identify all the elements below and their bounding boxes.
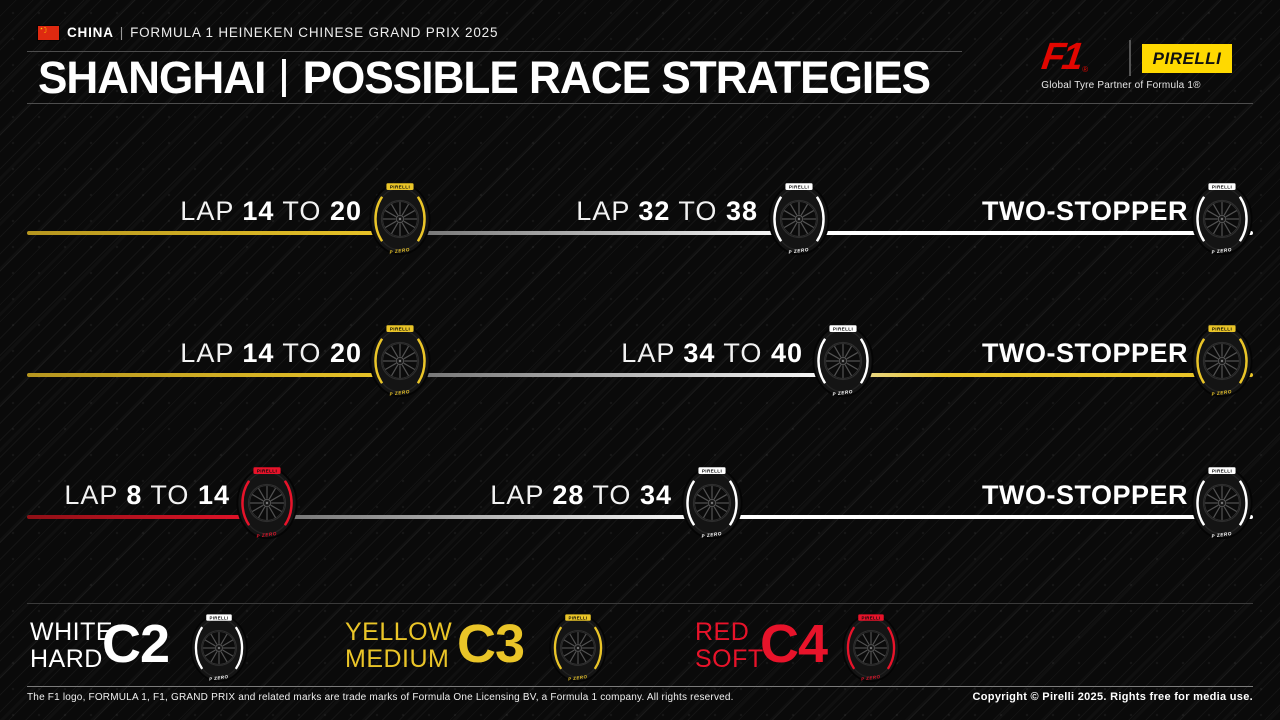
strategy3-pit-window-2: LAP 28 TO 34 [490, 480, 672, 510]
strategy1-pit-window-2: LAP 32 TO 38 [576, 196, 758, 226]
svg-text:P ZERO: P ZERO [861, 674, 881, 682]
strategy2-line-stint3 [843, 373, 1253, 377]
strategy1-line-stint1 [27, 231, 400, 235]
partner-tagline: Global Tyre Partner of Formula 1® [1041, 80, 1201, 91]
svg-text:P ZERO: P ZERO [832, 389, 853, 397]
title-subtitle: POSSIBLE RACE STRATEGIES [302, 52, 931, 103]
strategy2-line-stint1 [27, 373, 400, 377]
footer-rule [27, 686, 1253, 687]
tyre-icon: PIRELLI P ZERO [1191, 466, 1253, 540]
legend-rule-top [27, 603, 1253, 604]
tyre-icon: PIRELLI P ZERO [1191, 182, 1253, 256]
tyre-icon: PIRELLI P ZERO [549, 613, 607, 683]
tyre-icon: PIRELLI P ZERO [812, 324, 874, 398]
svg-text:P ZERO: P ZERO [1211, 389, 1232, 397]
event-name: FORMULA 1 HEINEKEN CHINESE GRAND PRIX 20… [130, 25, 499, 40]
strategy3-type-label: TWO-STOPPER [981, 480, 1188, 510]
tyre-icon: PIRELLI P ZERO [768, 182, 830, 256]
strategy3-pit-window-1: LAP 8 TO 14 [64, 480, 230, 510]
svg-text:P ZERO: P ZERO [389, 247, 410, 255]
strategy1-line-stint3 [799, 231, 1253, 235]
svg-text:PIRELLI: PIRELLI [390, 327, 410, 332]
svg-text:PIRELLI: PIRELLI [568, 615, 587, 620]
svg-text:PIRELLI: PIRELLI [1212, 327, 1232, 332]
svg-text:PIRELLI: PIRELLI [789, 185, 809, 190]
strategy3-line-stint1 [27, 515, 267, 519]
svg-text:PIRELLI: PIRELLI [1212, 185, 1232, 190]
title-separator [282, 59, 286, 97]
svg-text:PIRELLI: PIRELLI [833, 327, 853, 332]
svg-text:P ZERO: P ZERO [701, 531, 722, 539]
svg-text:PIRELLI: PIRELLI [702, 469, 722, 474]
pirelli-logo: PIRELLI [1142, 44, 1232, 73]
svg-text:P ZERO: P ZERO [389, 389, 410, 397]
legend-soft-words: RED SOFT [695, 618, 764, 673]
strategy2-pit-window-1: LAP 14 TO 20 [180, 338, 362, 368]
tyre-icon: PIRELLI P ZERO [681, 466, 743, 540]
strategy3-line-stint2 [267, 515, 712, 519]
svg-text:P ZERO: P ZERO [209, 674, 229, 682]
tyre-icon: PIRELLI P ZERO [236, 466, 298, 540]
legend-medium-words: YELLOW MEDIUM [345, 618, 453, 673]
strategy2-type-label: TWO-STOPPER [981, 338, 1188, 368]
svg-text:PIRELLI: PIRELLI [861, 615, 880, 620]
svg-text:P ZERO: P ZERO [1211, 247, 1232, 255]
svg-text:P ZERO: P ZERO [256, 531, 277, 539]
event-header: CHINA | FORMULA 1 HEINEKEN CHINESE GRAND P… [67, 25, 498, 40]
svg-text:P ZERO: P ZERO [788, 247, 809, 255]
title-location: SHANGHAI [38, 52, 266, 103]
strategy1-type-label: TWO-STOPPER [981, 196, 1188, 226]
svg-text:PIRELLI: PIRELLI [209, 615, 228, 620]
logo-divider [1129, 40, 1131, 76]
strategy3-line-stint3 [712, 515, 1253, 519]
svg-text:P ZERO: P ZERO [568, 674, 588, 682]
china-flag-icon [38, 26, 59, 40]
tyre-icon: PIRELLI P ZERO [842, 613, 900, 683]
legend-medium-code: C3 [457, 614, 525, 674]
tyre-icon: PIRELLI P ZERO [1191, 324, 1253, 398]
f1-logo: F1 ® [1038, 36, 1089, 78]
header-rule-bottom [27, 103, 1253, 104]
strategy2-pit-window-2: LAP 34 TO 40 [621, 338, 803, 368]
tyre-icon: PIRELLI P ZERO [369, 182, 431, 256]
tyre-icon: PIRELLI P ZERO [369, 324, 431, 398]
strategy1-line-stint2 [400, 231, 799, 235]
strategy1-pit-window-1: LAP 14 TO 20 [180, 196, 362, 226]
svg-text:PIRELLI: PIRELLI [390, 185, 410, 190]
event-country: CHINA [67, 25, 114, 40]
svg-text:PIRELLI: PIRELLI [1212, 469, 1232, 474]
footer-trademark-text: The F1 logo, FORMULA 1, F1, GRAND PRIX a… [27, 692, 734, 703]
legend-hard-code: C2 [102, 614, 170, 674]
svg-text:P ZERO: P ZERO [1211, 531, 1232, 539]
strategy2-line-stint2 [400, 373, 843, 377]
event-separator: | [119, 25, 125, 40]
tyre-icon: PIRELLI P ZERO [190, 613, 248, 683]
svg-text:PIRELLI: PIRELLI [257, 469, 277, 474]
legend-hard-words: WHITE HARD [30, 618, 114, 673]
legend-soft-code: C4 [760, 614, 828, 674]
page-title: SHANGHAI POSSIBLE RACE STRATEGIES [38, 52, 931, 103]
footer-copyright-text: Copyright © Pirelli 2025. Rights free fo… [972, 691, 1253, 703]
header-rule-top [27, 51, 962, 52]
